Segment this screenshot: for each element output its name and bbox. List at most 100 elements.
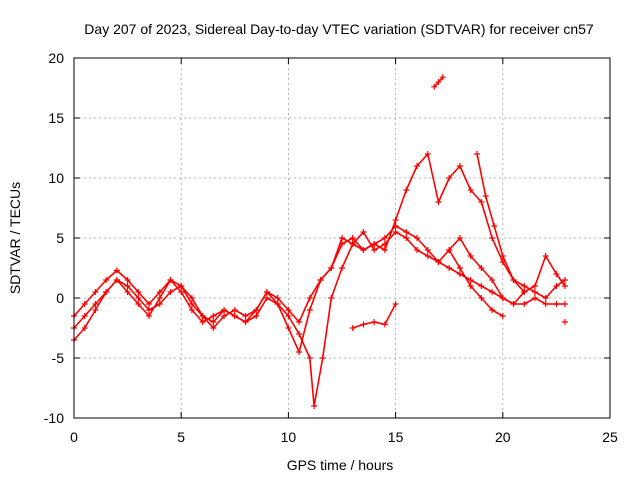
- data-point: [478, 283, 485, 289]
- series-track-g: [446, 247, 506, 319]
- data-point: [306, 295, 313, 301]
- data-point: [81, 325, 88, 331]
- series-track-f: [474, 151, 528, 295]
- data-point: [285, 313, 292, 319]
- data-point: [414, 247, 421, 253]
- data-point: [553, 283, 560, 289]
- data-point: [210, 325, 217, 331]
- x-tick-label: 10: [281, 429, 297, 445]
- data-point: [371, 319, 378, 325]
- data-point: [510, 301, 517, 307]
- data-point: [306, 355, 313, 361]
- data-point: [467, 283, 474, 289]
- data-point: [103, 289, 110, 295]
- data-point: [371, 241, 378, 247]
- data-point: [478, 265, 485, 271]
- data-point: [381, 241, 388, 247]
- data-point: [489, 277, 496, 283]
- data-point: [531, 295, 538, 301]
- data-point: [521, 283, 528, 289]
- data-point: [156, 295, 163, 301]
- data-point: [499, 295, 506, 301]
- data-point: [456, 235, 463, 241]
- data-point: [285, 325, 292, 331]
- data-point: [81, 301, 88, 307]
- data-point: [146, 301, 153, 307]
- x-tick-label: 0: [70, 429, 78, 445]
- data-point: [521, 301, 528, 307]
- data-point: [414, 163, 421, 169]
- data-point: [263, 289, 270, 295]
- data-series: [71, 74, 568, 409]
- data-point: [274, 295, 281, 301]
- data-point: [339, 265, 345, 271]
- y-tick-label: 15: [48, 110, 64, 126]
- data-point: [156, 301, 163, 307]
- data-point: [478, 199, 485, 205]
- data-point: [446, 175, 453, 181]
- data-point: [349, 235, 356, 241]
- data-point: [431, 83, 438, 90]
- data-point: [328, 295, 335, 301]
- data-point: [231, 307, 238, 313]
- y-axis-title: SDTVAR / TECUs: [7, 182, 23, 294]
- series-line: [73, 231, 566, 407]
- data-point: [92, 289, 99, 295]
- data-point: [446, 265, 453, 271]
- data-point: [146, 313, 153, 319]
- data-point: [371, 247, 378, 253]
- data-point: [296, 349, 303, 355]
- series-track-e: [431, 74, 446, 90]
- data-point: [156, 289, 163, 295]
- data-point: [221, 307, 228, 313]
- data-point: [296, 319, 303, 325]
- data-point: [491, 223, 498, 229]
- data-point: [467, 253, 474, 259]
- data-point: [531, 283, 538, 289]
- data-point: [242, 319, 249, 325]
- data-point: [349, 241, 356, 247]
- data-point: [274, 301, 281, 307]
- data-point: [135, 301, 142, 307]
- data-point: [92, 301, 99, 307]
- data-point: [319, 355, 326, 361]
- data-point: [561, 301, 568, 307]
- data-point: [81, 313, 88, 319]
- data-point: [381, 321, 388, 328]
- x-tick-label: 25: [602, 429, 618, 445]
- data-point: [210, 319, 217, 325]
- data-point: [231, 313, 238, 319]
- data-point: [135, 295, 142, 301]
- data-point: [392, 301, 399, 307]
- y-tick-label: -10: [44, 410, 64, 426]
- data-point: [199, 319, 206, 325]
- data-point: [360, 229, 367, 235]
- data-point: [296, 331, 303, 337]
- data-point: [553, 301, 560, 307]
- series-track-c: [71, 229, 568, 409]
- data-point: [467, 187, 474, 193]
- x-tick-label: 5: [177, 429, 185, 445]
- data-point: [210, 313, 217, 319]
- data-point: [561, 283, 568, 289]
- data-point: [499, 253, 506, 259]
- data-point: [188, 301, 195, 307]
- data-point: [135, 289, 142, 295]
- data-point: [381, 247, 388, 253]
- series-track-h: [561, 319, 568, 325]
- data-point: [167, 277, 174, 283]
- data-point: [474, 151, 481, 157]
- data-point: [178, 283, 185, 289]
- data-point: [188, 307, 195, 313]
- data-point: [242, 313, 249, 319]
- y-tick-label: 10: [48, 170, 64, 186]
- series-track-d: [349, 301, 399, 331]
- data-point: [317, 277, 324, 283]
- series-line: [476, 153, 526, 293]
- data-point: [424, 151, 431, 157]
- series-track-b: [71, 151, 568, 355]
- x-tick-label: 20: [495, 429, 511, 445]
- data-point: [435, 199, 442, 205]
- data-point: [349, 325, 356, 331]
- data-point: [113, 267, 120, 274]
